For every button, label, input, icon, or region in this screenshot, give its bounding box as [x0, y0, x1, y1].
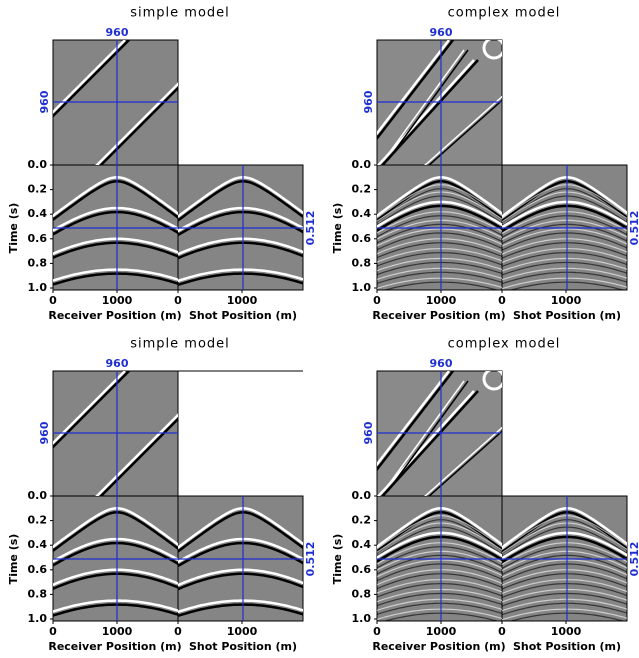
event-ring	[482, 371, 502, 391]
event-white	[377, 371, 450, 467]
y-tick-label: 0.2	[352, 514, 372, 527]
y-tick-label: 1.0	[28, 612, 48, 625]
top-events	[53, 40, 178, 165]
panel-title: simple model	[130, 6, 230, 21]
y-tick-label: 0.0	[352, 158, 372, 171]
y-tick-label: 0.2	[28, 183, 48, 196]
y-tick-label: 0.2	[28, 514, 48, 527]
y-tick-label: 0.0	[28, 489, 48, 502]
y-tick-label: 0.4	[28, 207, 48, 220]
x-tick-label: 0	[49, 294, 57, 307]
x-axis-label: Shot Position (m)	[189, 309, 297, 322]
crosshair-label: 0.512	[304, 542, 317, 577]
event-white	[377, 40, 450, 136]
x-axis-label: Shot Position (m)	[513, 640, 621, 653]
y-tick-label: 0.0	[28, 158, 48, 171]
y-tick-label: 0.4	[28, 538, 48, 551]
x-tick-label: 0	[174, 625, 182, 638]
y-tick-label: 0.8	[352, 587, 372, 600]
x-axis-label: Shot Position (m)	[513, 309, 621, 322]
crosshair-label: 960	[362, 90, 375, 113]
x-tick-label: 0	[49, 625, 57, 638]
event-black	[53, 40, 130, 118]
crosshair-label: 960	[430, 26, 453, 39]
x-tick-label: 1000	[551, 625, 582, 638]
event-white	[424, 95, 502, 165]
event-black	[387, 380, 469, 492]
top-events	[377, 40, 502, 165]
crosshair-label: 960	[106, 357, 129, 370]
x-tick-label: 1000	[426, 294, 457, 307]
event-black	[53, 371, 130, 449]
y-tick-label: 0.8	[352, 256, 372, 269]
top-events	[53, 371, 178, 496]
crosshair-label: 960	[430, 357, 453, 370]
y-tick-label: 0.6	[352, 232, 372, 245]
x-tick-label: 1000	[102, 294, 133, 307]
y-tick-label: 0.6	[28, 563, 48, 576]
y-tick-label: 1.0	[352, 612, 372, 625]
x-tick-label: 1000	[227, 625, 258, 638]
x-tick-label: 0	[373, 294, 381, 307]
event-white	[53, 40, 126, 114]
crosshair-label: 960	[362, 421, 375, 444]
crosshair-label: 960	[38, 90, 51, 113]
y-tick-label: 0.6	[352, 563, 372, 576]
crosshair-label: 0.512	[628, 542, 639, 577]
y-tick-label: 0.2	[352, 183, 372, 196]
panel-title: simple model	[130, 337, 230, 352]
event-black	[428, 430, 502, 496]
event-black	[377, 40, 454, 141]
x-axis-label: Receiver Position (m)	[48, 640, 181, 653]
panel: complex model 960 960 0.512 0.0 0.2 0.4 0.6 0.8 1…	[331, 6, 639, 323]
x-tick-label: 0	[498, 294, 506, 307]
event-white	[95, 413, 178, 496]
top-events	[377, 371, 502, 496]
y-tick-label: 0.4	[352, 207, 372, 220]
event-white	[424, 426, 502, 496]
x-axis-label: Receiver Position (m)	[372, 309, 505, 322]
x-tick-label: 0	[373, 625, 381, 638]
x-axis-label: Receiver Position (m)	[372, 640, 505, 653]
x-tick-label: 1000	[227, 294, 258, 307]
x-tick-label: 1000	[426, 625, 457, 638]
y-axis-label: Time (s)	[331, 203, 344, 254]
event-black	[99, 86, 178, 165]
panel: complex model 960 960 0.512 0.0 0.2 0.4 0.6 0.8 1…	[331, 337, 639, 654]
y-tick-label: 0.8	[28, 256, 48, 269]
panel: simple model9609600.5120.00.20.40.60.81.…	[7, 6, 317, 323]
event-black	[428, 99, 502, 165]
y-axis-label: Time (s)	[7, 534, 20, 585]
y-axis-label: Time (s)	[331, 534, 344, 585]
y-tick-label: 0.4	[352, 538, 372, 551]
x-tick-label: 0	[498, 625, 506, 638]
crosshair-label: 0.512	[628, 211, 639, 246]
crosshair-label: 960	[106, 26, 129, 39]
y-axis-label: Time (s)	[7, 203, 20, 254]
x-tick-label: 1000	[102, 625, 133, 638]
panel: simple model9609600.5120.00.20.40.60.81.…	[7, 337, 317, 654]
event-white	[53, 371, 126, 445]
event-black	[99, 417, 178, 496]
x-tick-label: 0	[174, 294, 182, 307]
x-tick-label: 1000	[551, 294, 582, 307]
crosshair-label: 960	[38, 421, 51, 444]
y-tick-label: 0.8	[28, 587, 48, 600]
event-ring	[482, 40, 502, 60]
y-tick-label: 0.0	[352, 489, 372, 502]
event-white	[95, 82, 178, 165]
panel-title: complex model	[448, 6, 561, 21]
panel-title: complex model	[448, 337, 561, 352]
event-black	[377, 371, 454, 472]
x-axis-label: Shot Position (m)	[189, 640, 297, 653]
y-tick-label: 1.0	[28, 281, 48, 294]
y-tick-label: 0.6	[28, 232, 48, 245]
x-axis-label: Receiver Position (m)	[48, 309, 181, 322]
event-white	[383, 49, 465, 161]
y-tick-label: 1.0	[352, 281, 372, 294]
crosshair-label: 0.512	[304, 211, 317, 246]
event-white	[383, 380, 465, 492]
event-black	[387, 49, 469, 161]
